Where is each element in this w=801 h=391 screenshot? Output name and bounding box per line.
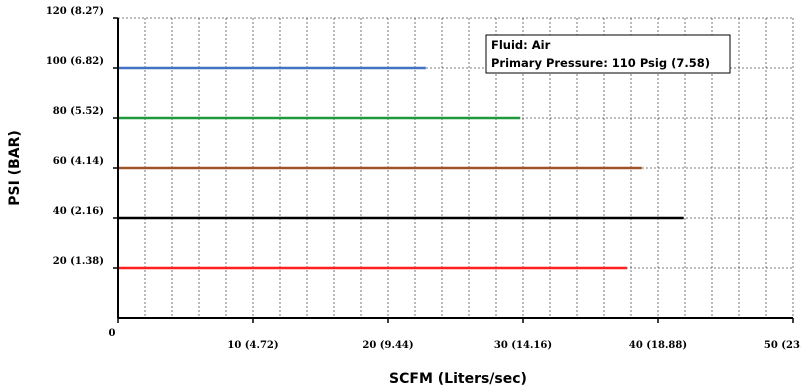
x-tick-label: 20 (9.44) <box>362 340 413 351</box>
x-tick-label: 40 (18.88) <box>629 340 687 351</box>
x-tick-label: 0 <box>109 328 116 339</box>
y-tick-label: 80 (5.52) <box>53 106 104 117</box>
x-tick-label: 10 (4.72) <box>227 340 278 351</box>
annotation-box: Fluid: Air Primary Pressure: 110 Psig (7… <box>485 34 731 74</box>
y-tick-labels: 20 (1.38) 40 (2.16) 60 (4.14) 80 (5.52) 100 … <box>46 6 104 267</box>
y-tick-label: 100 (6.82) <box>46 56 104 67</box>
y-axis-title: PSI (BAR) <box>7 130 23 206</box>
axes <box>113 17 794 323</box>
y-tick-label: 60 (4.14) <box>53 156 104 167</box>
annotation-fluid: Fluid: Air <box>491 38 551 52</box>
series-lines <box>118 66 684 270</box>
y-tick-label: 20 (1.38) <box>53 256 104 267</box>
x-tick-label: 30 (14.16) <box>494 340 552 351</box>
annotation-primary-pressure: Primary Pressure: 110 Psig (7.58) <box>491 56 710 70</box>
x-tick-label: 50 (23.60) <box>764 340 801 351</box>
x-axis-title: SCFM (Liters/sec) <box>389 371 527 387</box>
x-tick-labels: 0 10 (4.72) 20 (9.44) 30 (14.16) 40 (18.88) 5… <box>109 328 801 351</box>
y-tick-label: 120 (8.27) <box>46 6 104 17</box>
y-tick-label: 40 (2.16) <box>53 206 104 217</box>
